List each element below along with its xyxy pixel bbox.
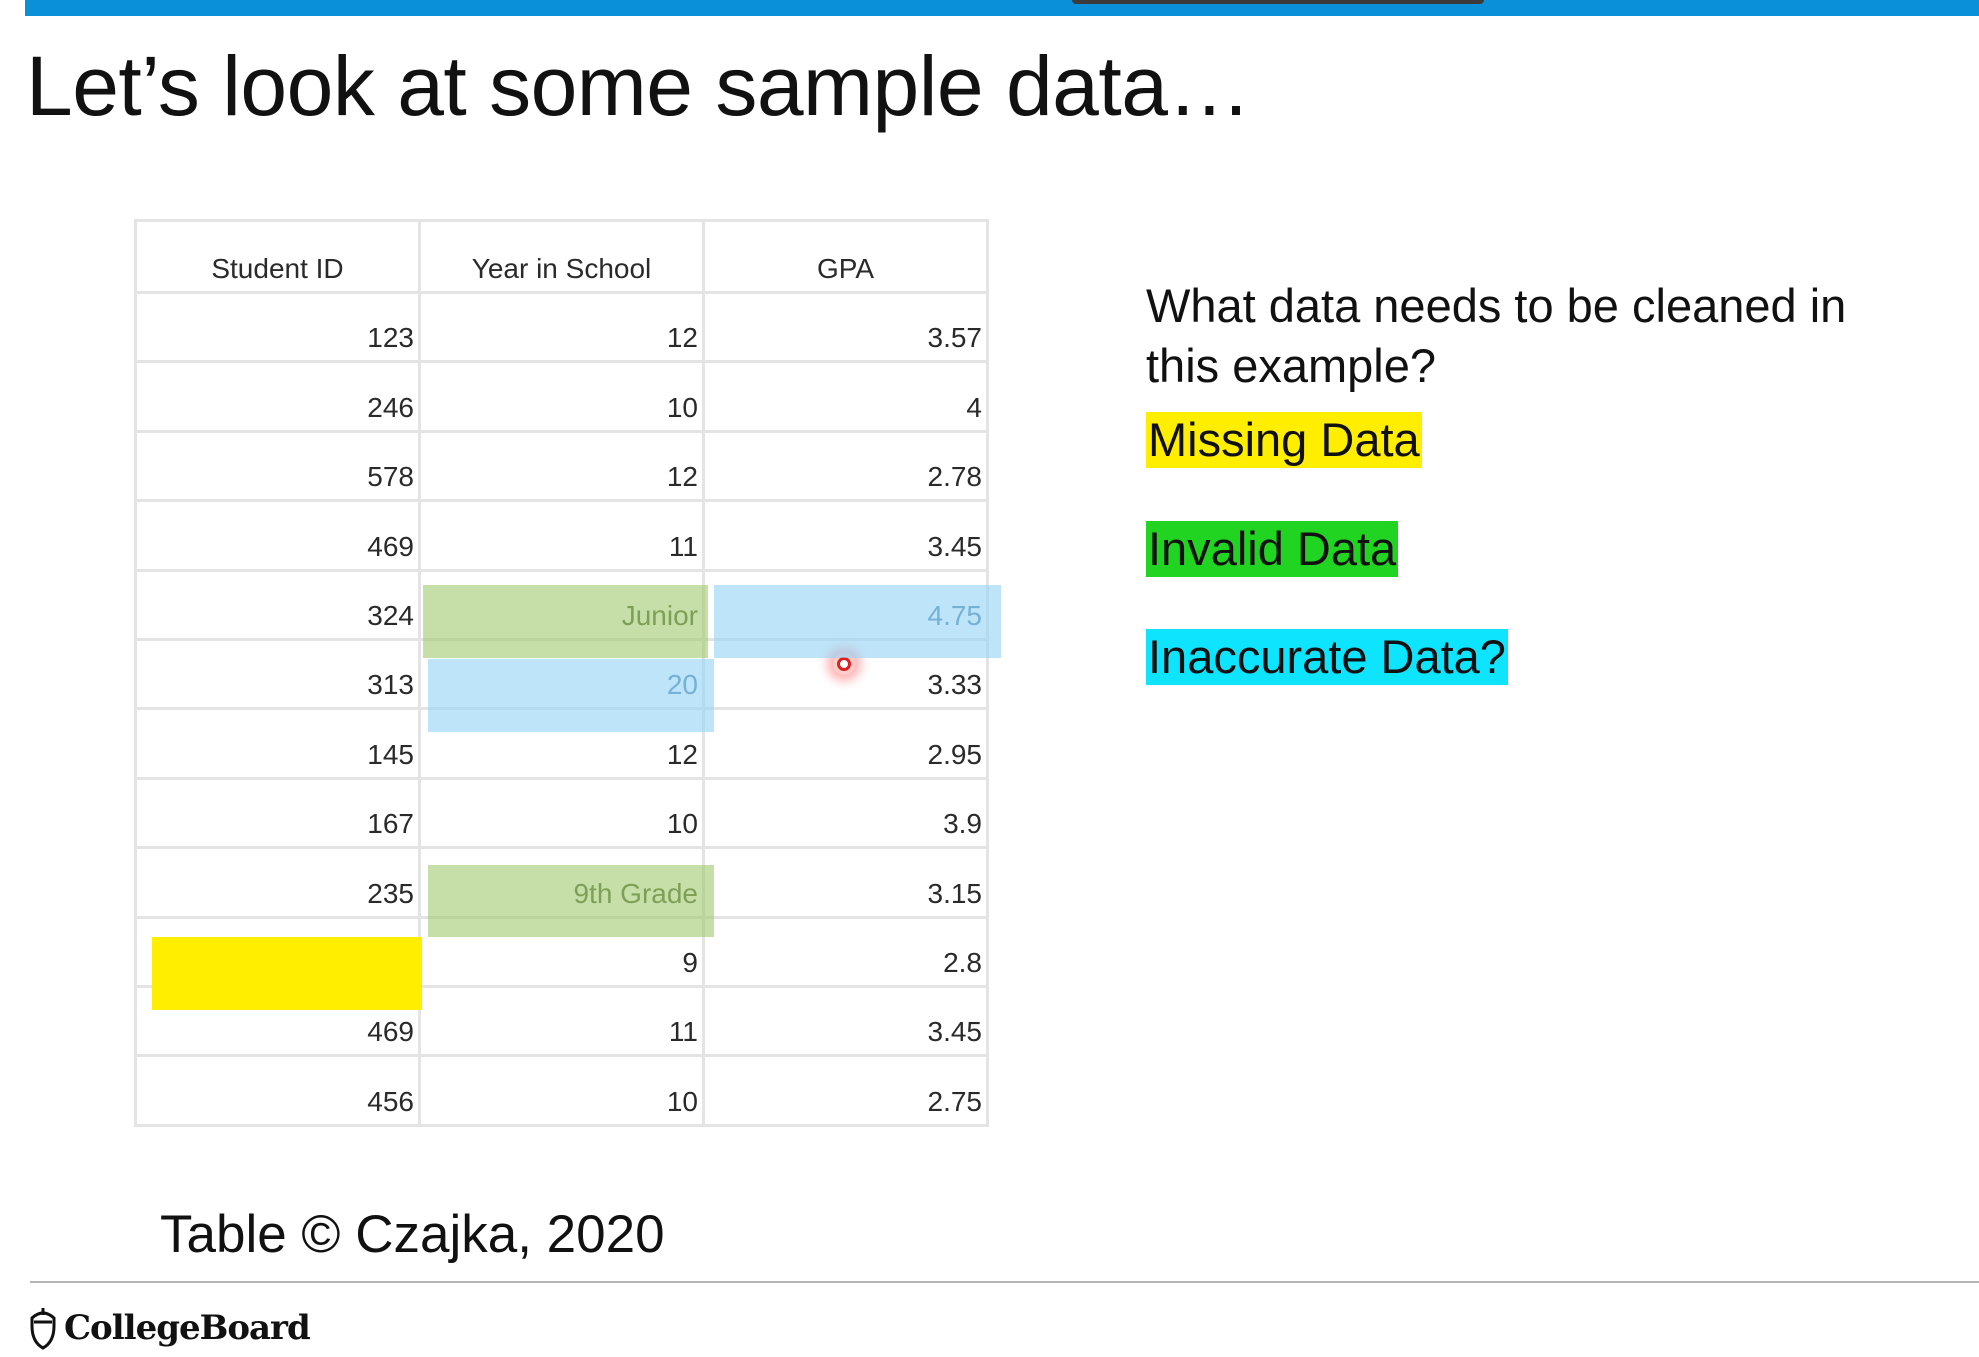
sample-data-table: Student ID Year in School GPA 123 12 3.5… (134, 219, 989, 1127)
question-text: What data needs to be cleaned in this ex… (1146, 279, 1847, 392)
legend-missing-data: Missing Data (1146, 412, 1422, 468)
cell-gpa: 3.57 (702, 290, 989, 364)
cell-year: 12 (418, 290, 705, 364)
cell-student-id: 324 (134, 568, 421, 641)
header-gpa: GPA (702, 219, 989, 294)
cell-gpa: 2.75 (702, 1054, 989, 1127)
cell-student-id: 313 (134, 637, 421, 711)
cell-student-id: 469 (134, 499, 421, 572)
cell-year: 10 (418, 776, 705, 850)
cell-gpa: 3.45 (702, 499, 989, 572)
cell-student-id-missing (134, 915, 421, 988)
legend-invalid-data: Invalid Data (1146, 521, 1399, 577)
collegeboard-logo: CollegeBoard (26, 1306, 311, 1350)
table-row: 9 2.8 (134, 915, 989, 988)
table-row: 167 10 3.9 (134, 776, 989, 850)
table-row: 246 10 4 (134, 360, 989, 433)
cell-student-id: 123 (134, 290, 421, 364)
cell-gpa: 2.78 (702, 429, 989, 503)
cell-year-inaccurate: 20 (418, 637, 705, 711)
cell-year: 12 (418, 707, 705, 780)
top-accent-bar (25, 0, 1979, 16)
cell-gpa-inaccurate: 4.75 (702, 568, 989, 641)
table-header-row: Student ID Year in School GPA (134, 219, 989, 294)
top-tab-handle (1072, 0, 1484, 4)
cell-student-id: 235 (134, 846, 421, 919)
acorn-icon (30, 1308, 56, 1350)
cell-student-id: 469 (134, 984, 421, 1058)
table-row: 235 9th Grade 3.15 (134, 846, 989, 919)
cell-gpa: 4 (702, 360, 989, 433)
table-row: 145 12 2.95 (134, 707, 989, 780)
cell-gpa: 2.8 (702, 915, 989, 988)
cell-gpa: 3.9 (702, 776, 989, 850)
cell-student-id: 578 (134, 429, 421, 503)
cell-gpa: 3.15 (702, 846, 989, 919)
cell-year: 9 (418, 915, 705, 988)
cell-year: 12 (418, 429, 705, 503)
table-row: 456 10 2.75 (134, 1054, 989, 1127)
laser-pointer-icon (833, 653, 855, 675)
table-row: 469 11 3.45 (134, 984, 989, 1058)
cell-student-id: 145 (134, 707, 421, 780)
cell-gpa: 3.45 (702, 984, 989, 1058)
cell-year-invalid: 9th Grade (418, 846, 705, 919)
cell-year: 11 (418, 499, 705, 572)
table-row: 469 11 3.45 (134, 499, 989, 572)
logo-text: CollegeBoard (64, 1308, 311, 1348)
cell-year: 11 (418, 984, 705, 1058)
cell-student-id: 167 (134, 776, 421, 850)
cell-year-invalid: Junior (418, 568, 705, 641)
footer-divider (30, 1281, 1979, 1283)
cell-gpa: 2.95 (702, 707, 989, 780)
table-row: 123 12 3.57 (134, 290, 989, 364)
table-row: 578 12 2.78 (134, 429, 989, 503)
header-year-in-school: Year in School (418, 219, 705, 294)
slide-title: Let’s look at some sample data… (26, 39, 1251, 133)
cell-year: 10 (418, 1054, 705, 1127)
table-caption: Table © Czajka, 2020 (160, 1205, 665, 1264)
table-row: 313 20 3.33 (134, 637, 989, 711)
cell-student-id: 246 (134, 360, 421, 433)
legend-inaccurate-data: Inaccurate Data? (1146, 629, 1508, 685)
header-student-id: Student ID (134, 219, 421, 294)
cell-student-id: 456 (134, 1054, 421, 1127)
table-row: 324 Junior 4.75 (134, 568, 989, 641)
cell-year: 10 (418, 360, 705, 433)
